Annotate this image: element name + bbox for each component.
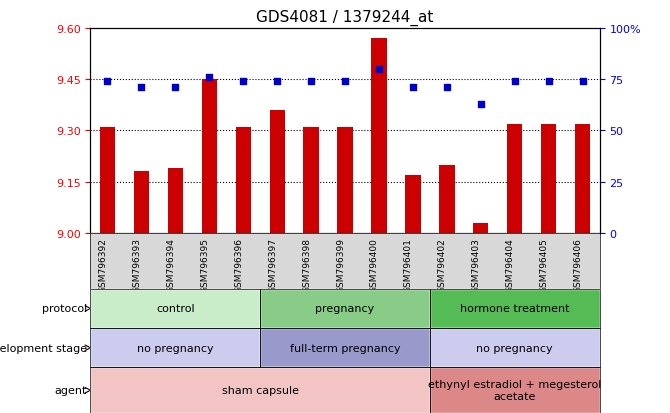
Text: full-term pregnancy: full-term pregnancy [289,343,401,353]
Point [238,79,249,85]
Text: GSM796393: GSM796393 [133,237,141,292]
Point [442,85,452,92]
Text: GSM796392: GSM796392 [98,237,107,292]
Bar [440,165,454,233]
Bar [371,39,387,233]
Point [102,79,113,85]
Text: GSM796406: GSM796406 [574,237,583,292]
Bar [507,124,523,233]
Bar [202,80,217,233]
Text: protocol: protocol [42,304,87,314]
Point [170,85,181,92]
Bar [405,176,421,233]
Text: GSM796395: GSM796395 [200,237,209,292]
Point [272,79,283,85]
Text: ethynyl estradiol + megesterol
acetate: ethynyl estradiol + megesterol acetate [428,380,602,401]
Text: GSM796399: GSM796399 [336,237,345,292]
Text: pregnancy: pregnancy [316,304,375,314]
Bar [236,128,251,233]
Text: GSM796394: GSM796394 [166,237,176,292]
Text: GSM796402: GSM796402 [438,237,447,292]
Point [407,85,418,92]
Point [204,75,214,81]
Point [476,101,486,108]
Bar [473,223,488,233]
Point [136,85,147,92]
Bar [168,169,183,233]
Text: GSM796404: GSM796404 [506,237,515,292]
Text: GSM796401: GSM796401 [404,237,413,292]
Title: GDS4081 / 1379244_at: GDS4081 / 1379244_at [257,10,433,26]
Text: GSM796398: GSM796398 [302,237,311,292]
Text: GSM796403: GSM796403 [472,237,481,292]
Text: hormone treatment: hormone treatment [460,304,570,314]
Text: GSM796405: GSM796405 [540,237,549,292]
Bar [541,124,556,233]
Bar [338,128,352,233]
Text: development stage: development stage [0,343,87,353]
Text: sham capsule: sham capsule [222,385,299,395]
Point [509,79,520,85]
Bar [304,128,319,233]
Text: control: control [156,304,194,314]
Text: GSM796396: GSM796396 [234,237,243,292]
Point [543,79,554,85]
Text: GSM796400: GSM796400 [370,237,379,292]
Point [340,79,350,85]
Text: GSM796397: GSM796397 [268,237,277,292]
Bar [100,128,115,233]
Point [578,79,588,85]
Bar [269,111,285,233]
Text: no pregnancy: no pregnancy [137,343,214,353]
Text: no pregnancy: no pregnancy [476,343,553,353]
Point [374,66,385,73]
Bar [134,172,149,233]
Bar [575,124,590,233]
Text: agent: agent [55,385,87,395]
Point [306,79,316,85]
